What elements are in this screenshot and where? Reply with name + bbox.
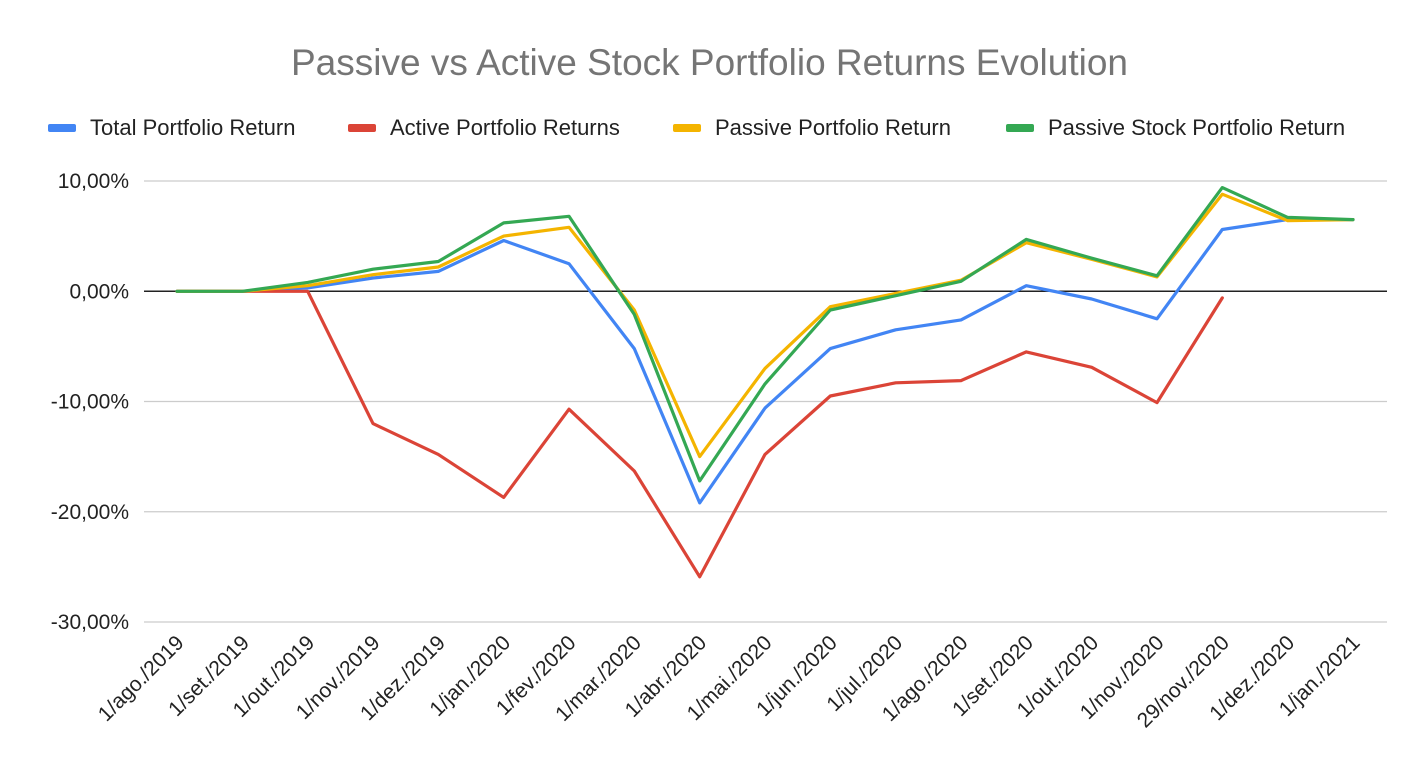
y-tick-label: -30,00% [51,611,129,634]
legend-label: Passive Portfolio Return [715,115,951,140]
y-tick-label: 0,00% [69,280,129,303]
series-lines [175,186,1355,579]
y-axis-ticks: 10,00% 0,00% -10,00% -20,00% -30,00% [51,170,129,634]
legend-swatch [48,124,76,132]
y-tick-label: 10,00% [58,170,129,193]
legend: Total Portfolio Return Active Portfolio R… [0,113,1419,143]
legend-swatch [1006,124,1034,132]
legend-swatch [348,124,376,132]
legend-label: Passive Stock Portfolio Return [1048,115,1346,140]
legend-item: Passive Stock Portfolio Return [1006,113,1345,143]
series-line-total-portfolio-return [175,218,1355,505]
chart-title: Passive vs Active Stock Portfolio Return… [291,42,1128,83]
series-line-passive-portfolio-return [175,192,1355,459]
series-line-active-portfolio-returns [175,289,1224,579]
legend-label: Total Portfolio Return [90,115,296,140]
legend-item: Active Portfolio Returns [348,113,620,143]
y-tick-label: -20,00% [51,501,129,524]
y-tick-label: -10,00% [51,391,129,414]
legend-item: Passive Portfolio Return [673,113,951,143]
legend-item: Total Portfolio Return [48,113,295,143]
legend-swatch [673,124,701,132]
legend-label: Active Portfolio Returns [390,115,620,140]
x-axis-ticks: 1/ago./20191/set./20191/out./20191/nov./… [94,631,1365,732]
series-line-passive-stock-portfolio-return [175,186,1355,483]
gridlines [144,180,1387,623]
